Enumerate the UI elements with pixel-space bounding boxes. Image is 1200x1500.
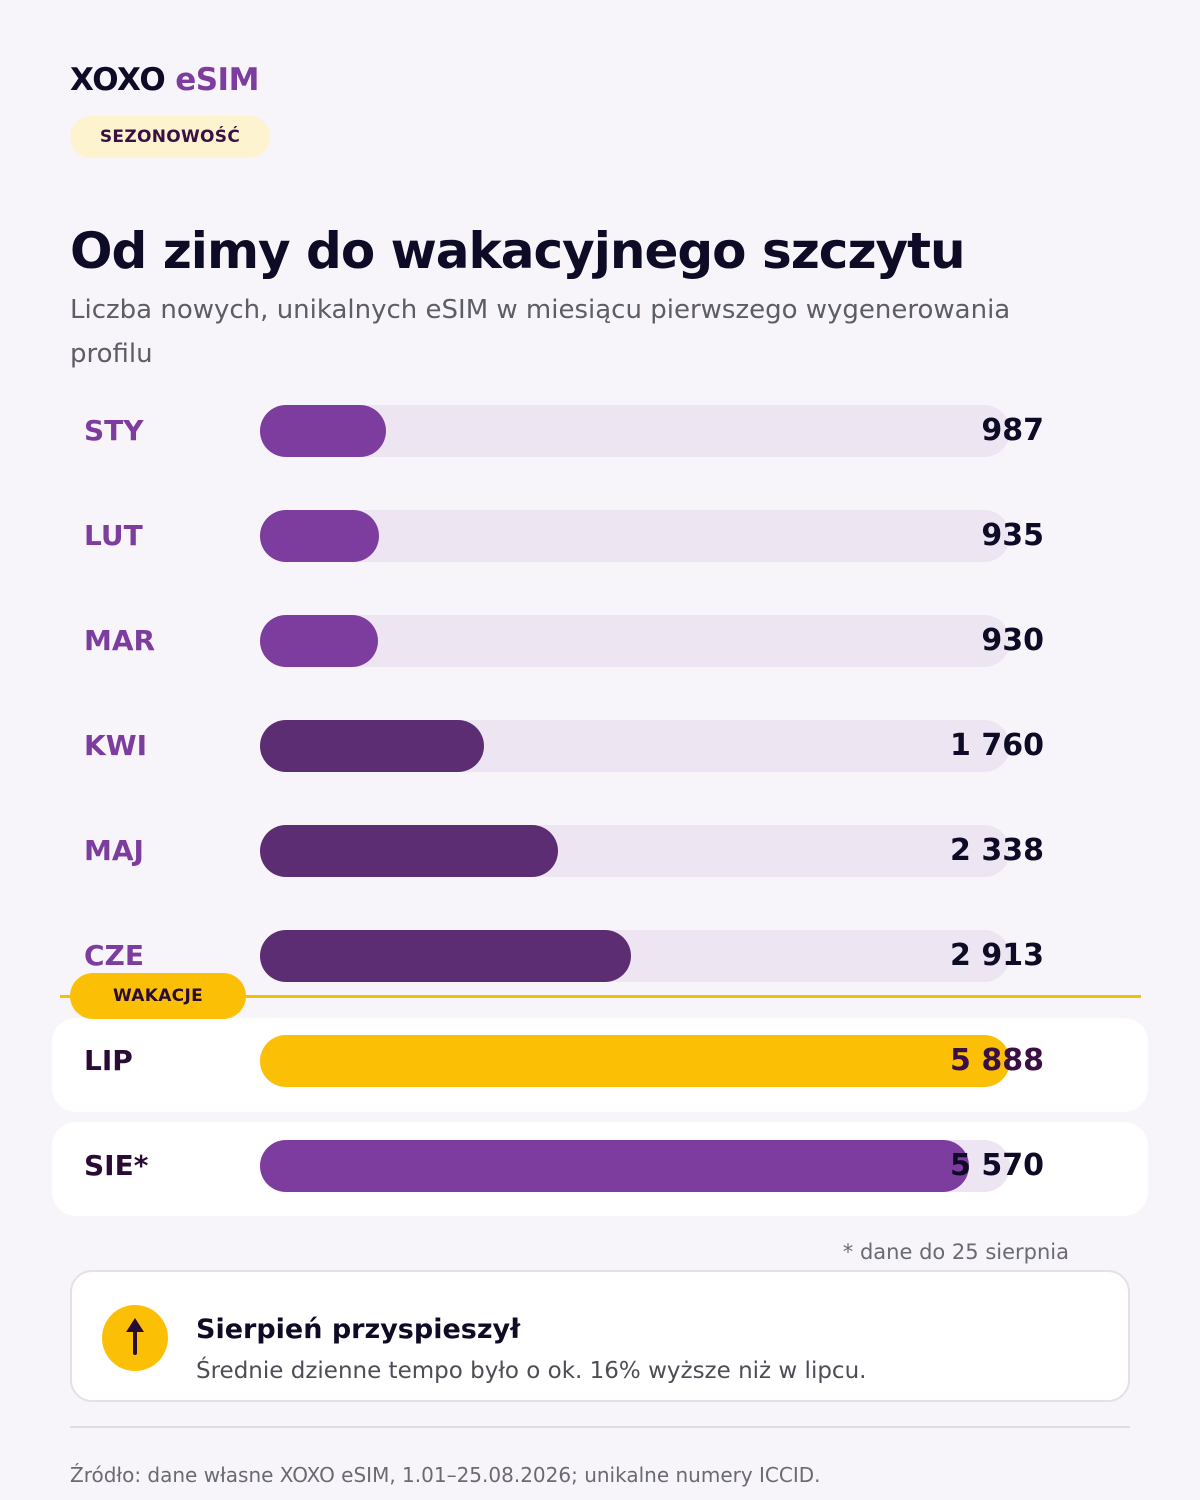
insight-title: Sierpień przyspieszył <box>196 1314 521 1345</box>
source-note: Źródło: dane własne XOXO eSIM, 1.01–25.0… <box>70 1463 821 1487</box>
chart-title: Od zimy do wakacyjnego szczytu <box>70 222 966 280</box>
footnote: * dane do 25 sierpnia <box>842 1240 1069 1264</box>
bar <box>260 720 485 772</box>
month-label: STY <box>84 414 144 447</box>
bar-track <box>260 1035 1010 1087</box>
value-label: 935 <box>981 518 1044 553</box>
bar <box>260 825 558 877</box>
value-label: 987 <box>981 413 1044 448</box>
month-label: LUT <box>84 519 143 552</box>
bar-track <box>260 930 1010 982</box>
value-label: 930 <box>981 623 1044 658</box>
value-label: 5 570 <box>950 1148 1044 1183</box>
brand-name: XOXO <box>70 62 166 98</box>
month-label: KWI <box>84 729 147 762</box>
month-label: SIE* <box>84 1149 149 1182</box>
bar-track <box>260 1140 1010 1192</box>
value-label: 5 888 <box>950 1043 1044 1078</box>
bar-track <box>260 720 1010 772</box>
bar <box>260 510 380 562</box>
insight-text: Średnie dzienne tempo było o ok. 16% wyż… <box>196 1358 867 1384</box>
month-label: MAR <box>84 624 156 657</box>
chart-subtitle: Liczba nowych, unikalnych eSIM w miesiąc… <box>70 295 1011 369</box>
vacation-badge: WAKACJE <box>70 973 246 1019</box>
bar <box>260 930 632 982</box>
bar <box>260 615 379 667</box>
footer-divider <box>70 1426 1130 1428</box>
value-label: 2 338 <box>950 833 1044 868</box>
month-label: CZE <box>84 939 144 972</box>
bar <box>260 405 386 457</box>
month-label: LIP <box>84 1044 133 1077</box>
month-label: MAJ <box>84 834 144 867</box>
vacation-divider-line <box>60 995 1141 998</box>
value-label: 1 760 <box>950 728 1044 763</box>
bar-track <box>260 510 1010 562</box>
value-label: 2 913 <box>950 938 1044 973</box>
bar-track <box>260 615 1010 667</box>
arrow-up-icon <box>102 1305 168 1371</box>
bar <box>260 1140 970 1192</box>
brand-logo: XOXO eSIM <box>70 62 259 98</box>
bar-track <box>260 825 1010 877</box>
insight-card: Sierpień przyspieszył Średnie dzienne te… <box>70 1270 1130 1402</box>
bar <box>260 1035 1010 1087</box>
brand-product: eSIM <box>175 62 259 98</box>
category-badge: SEZONOWOŚĆ <box>70 116 270 158</box>
bar-track <box>260 405 1010 457</box>
